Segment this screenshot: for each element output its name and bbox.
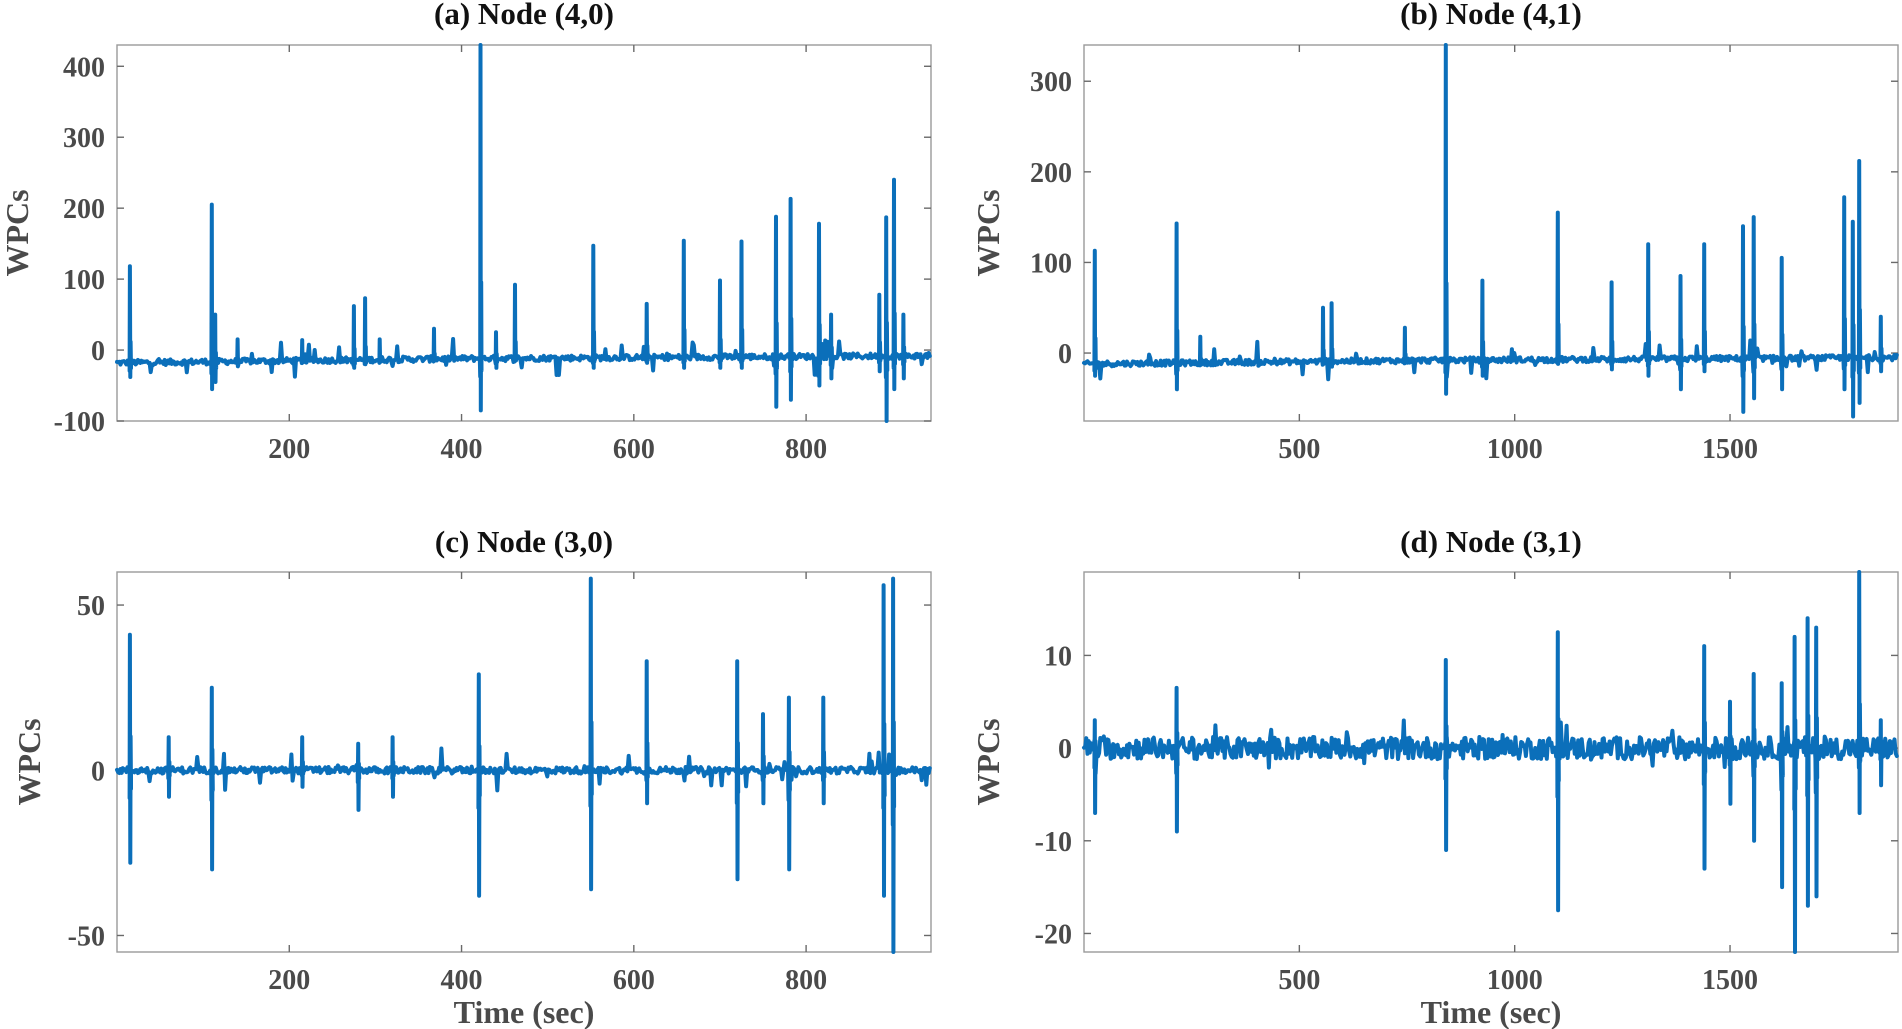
panel-title: (b) Node (4,1) bbox=[1400, 0, 1582, 31]
y-axis-label: WPCs bbox=[11, 718, 47, 805]
y-tick-label: -50 bbox=[68, 921, 105, 952]
y-tick-label: 0 bbox=[91, 756, 105, 787]
x-tick-label: 400 bbox=[441, 434, 483, 465]
plot-area bbox=[116, 571, 932, 953]
y-tick-label: 300 bbox=[63, 123, 105, 154]
y-tick-label: 100 bbox=[63, 265, 105, 296]
x-tick-label: 1500 bbox=[1702, 965, 1758, 996]
y-tick-label: -100 bbox=[54, 407, 105, 438]
y-tick-label: 200 bbox=[1030, 158, 1072, 189]
y-axis-label: WPCs bbox=[970, 189, 1006, 276]
y-axis-label: WPCs bbox=[0, 189, 35, 276]
panel-c: (c) Node (3,0) -50 0 50 200 400 600 800 WPCs Tim… bbox=[11, 524, 932, 1029]
x-tick-label: 1000 bbox=[1487, 434, 1543, 465]
y-tick-label: -10 bbox=[1035, 827, 1072, 858]
x-tick-label: 200 bbox=[268, 965, 310, 996]
series-line bbox=[1082, 570, 1899, 954]
x-tick-label: 800 bbox=[785, 965, 827, 996]
panel-a: (a) Node (4,0) -100 0 100 200 300 400 200 400 60… bbox=[0, 0, 932, 465]
panel-b: (b) Node (4,1) 0 100 200 300 500 1000 1500 WPCs bbox=[970, 0, 1899, 465]
panel-title: (c) Node (3,0) bbox=[435, 524, 613, 559]
y-tick-label: 200 bbox=[63, 194, 105, 225]
x-tick-label: 600 bbox=[613, 965, 655, 996]
x-tick-label: 1500 bbox=[1702, 434, 1758, 465]
panel-d: (d) Node (3,1) -20 -10 0 10 500 1000 1500 WPCs T… bbox=[970, 524, 1899, 1029]
panel-title: (a) Node (4,0) bbox=[434, 0, 614, 31]
x-axis-label: Time (sec) bbox=[1421, 994, 1562, 1029]
y-axis-label: WPCs bbox=[970, 718, 1006, 805]
y-tick-label: 10 bbox=[1044, 641, 1072, 672]
panel-title: (d) Node (3,1) bbox=[1400, 524, 1582, 559]
x-tick-label: 400 bbox=[441, 965, 483, 996]
y-tick-label: 300 bbox=[1030, 67, 1072, 98]
y-tick-label: 0 bbox=[1058, 339, 1072, 370]
x-tick-label: 200 bbox=[268, 434, 310, 465]
x-axis-label: Time (sec) bbox=[454, 994, 595, 1029]
y-tick-label: 0 bbox=[91, 336, 105, 367]
series-line bbox=[1082, 43, 1899, 419]
y-tick-label: -20 bbox=[1035, 919, 1072, 950]
x-tick-label: 500 bbox=[1278, 965, 1320, 996]
y-tick-label: 400 bbox=[63, 52, 105, 83]
y-tick-label: 50 bbox=[77, 591, 105, 622]
y-tick-label: 0 bbox=[1058, 734, 1072, 765]
series-line bbox=[115, 576, 932, 954]
x-tick-label: 600 bbox=[613, 434, 655, 465]
y-tick-label: 100 bbox=[1030, 248, 1072, 279]
series-line bbox=[115, 43, 932, 423]
x-tick-label: 1000 bbox=[1487, 965, 1543, 996]
x-tick-label: 500 bbox=[1278, 434, 1320, 465]
x-tick-label: 800 bbox=[785, 434, 827, 465]
plot-area bbox=[1083, 571, 1899, 953]
